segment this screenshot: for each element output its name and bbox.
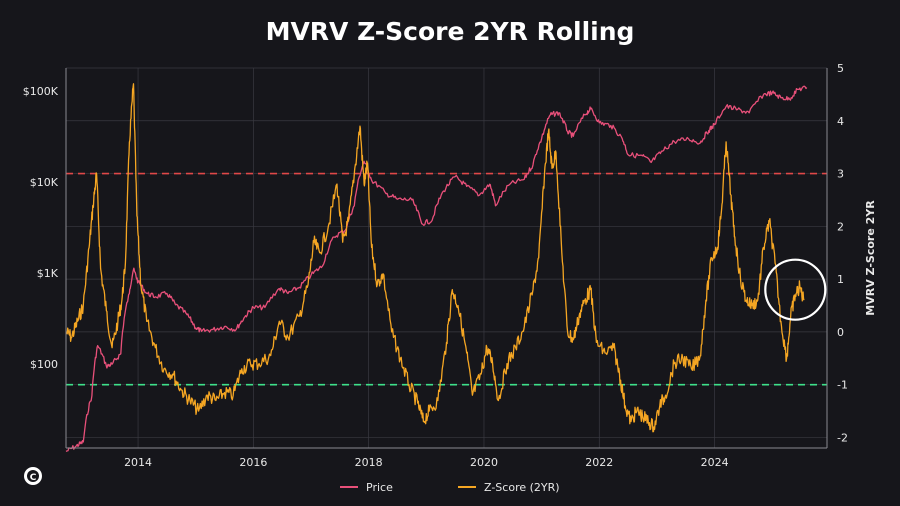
x-tick-label: 2014 — [124, 456, 152, 469]
right-tick-label: 0 — [837, 326, 844, 339]
legend-zscore-label: Z-Score (2YR) — [484, 481, 560, 494]
axes: -2 -1 0 1 2 3 4 5 $100 $1K $10K $100K 2014 2016 2018 20… — [23, 62, 848, 469]
series-layer — [65, 83, 827, 452]
right-tick-label: 5 — [837, 62, 844, 75]
right-axis-label: MVRV Z-Score 2YR — [864, 200, 877, 316]
x-tick-label: 2016 — [239, 456, 267, 469]
highlight-circle — [764, 258, 827, 321]
left-tick-label: $100 — [30, 358, 58, 371]
left-tick-label: $100K — [23, 85, 59, 98]
x-tick-label: 2024 — [701, 456, 729, 469]
legend-price-label: Price — [366, 481, 393, 494]
right-tick-label: 2 — [837, 220, 844, 233]
right-tick-label: 3 — [837, 168, 844, 181]
legend: Price Z-Score (2YR) — [340, 481, 560, 494]
x-tick-label: 2022 — [585, 456, 613, 469]
logo-glyph: C — [30, 473, 37, 483]
x-tick-label: 2018 — [355, 456, 383, 469]
logo-icon: C — [24, 467, 42, 485]
chart-title: MVRV Z-Score 2YR Rolling — [266, 17, 635, 46]
right-tick-label: 1 — [837, 273, 844, 286]
zscore-line — [65, 83, 805, 433]
price-line — [65, 85, 808, 452]
left-tick-label: $1K — [37, 267, 59, 280]
right-tick-label: -1 — [837, 379, 848, 392]
left-tick-label: $10K — [30, 176, 59, 189]
right-tick-label: 4 — [837, 115, 844, 128]
right-tick-label: -2 — [837, 431, 848, 444]
x-tick-label: 2020 — [470, 456, 498, 469]
reference-lines — [66, 172, 827, 386]
